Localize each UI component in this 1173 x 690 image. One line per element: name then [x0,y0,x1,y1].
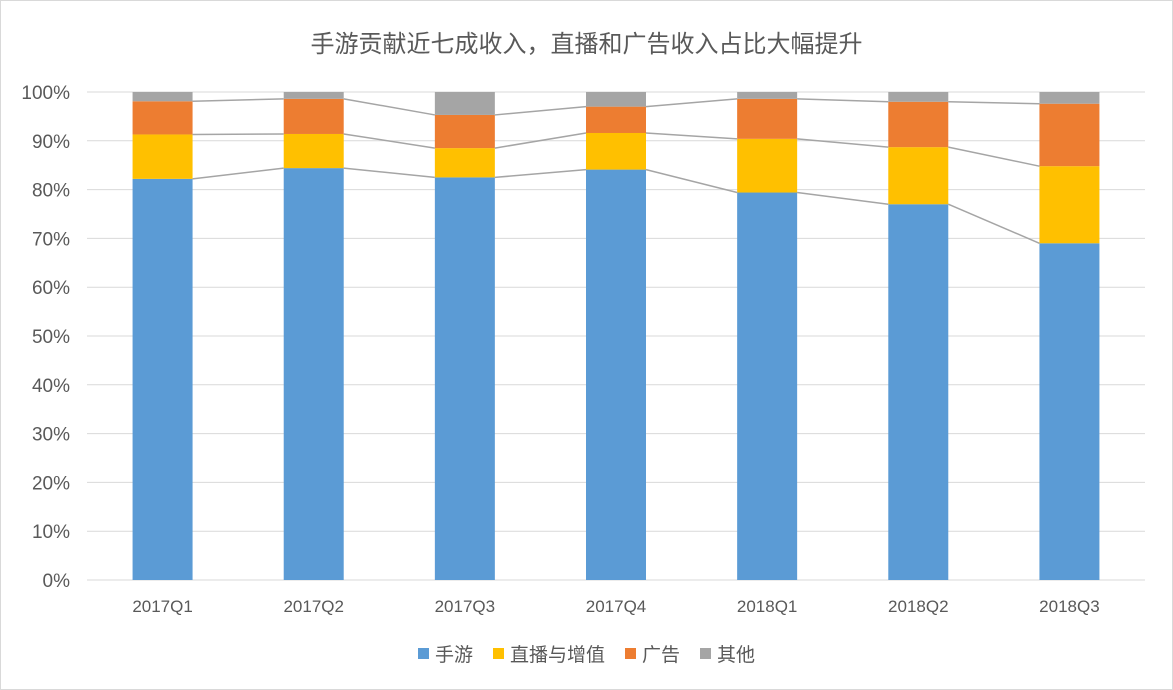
series-line [645,98,738,108]
legend-swatch [417,648,429,659]
x-tick-label: 2018Q2 [888,597,949,616]
bar-segment [283,98,344,134]
y-tick-label: 90% [32,132,70,153]
series-line [948,146,1040,167]
bar-segment [737,98,798,139]
series-line [645,168,738,194]
x-tick-label: 2017Q2 [283,597,344,616]
series-line [797,191,889,205]
chart-title: 手游贡献近七成收入，直播和广告收入占比大幅提升 [310,30,863,58]
series-line [343,98,435,116]
bar-segment [1039,243,1100,580]
bar-segment [434,92,495,115]
legend-item: 其他 [700,640,755,667]
y-tick-label: 70% [32,229,70,250]
y-tick-label: 50% [32,327,70,348]
series-line [797,138,889,148]
bar-segment [132,134,193,179]
legend-label: 直播与增值 [509,644,605,666]
series-line [192,167,284,180]
x-tick-label: 2017Q4 [586,597,647,616]
y-tick-label: 100% [21,83,70,104]
y-tick-label: 0% [43,571,71,592]
y-tick-label: 80% [32,181,70,202]
series-line [645,132,738,140]
series-line [797,98,889,103]
bar-segment [888,92,949,102]
y-tick-label: 60% [32,278,70,299]
legend-label: 广告 [642,644,681,666]
series-line [192,98,284,103]
legend-label: 其他 [717,644,756,666]
bar-segment [434,148,495,178]
legend-item: 手游 [417,640,473,667]
x-tick-label: 2018Q3 [1039,597,1100,616]
series-line [343,133,435,149]
legend-label: 手游 [434,644,473,666]
bar-segment [434,177,495,580]
x-tick-label: 2017Q3 [435,597,496,616]
bar-segment [737,92,798,99]
bar-segment [283,133,344,169]
bar-segment [737,138,798,193]
bar-segment [132,101,193,135]
bar-segment [586,132,646,170]
bar-segment [737,192,798,580]
series-line [947,203,1040,244]
series-line [494,105,587,116]
legend-item: 直播与增值 [492,640,605,667]
series-line [948,101,1040,105]
bar-segment [888,147,949,205]
series-line [343,167,435,179]
bar-segment [283,168,344,581]
bar-segment [132,92,193,102]
x-tick-label: 2017Q1 [132,597,193,616]
bar-segment [586,169,646,581]
x-tick-label: 2018Q1 [737,597,798,616]
bar-segment [586,92,646,107]
bar-segment [1039,166,1100,244]
y-tick-label: 10% [32,522,70,543]
bar-segment [888,204,949,581]
chart-legend: 手游 直播与增值 广告 其他 [0,640,1173,667]
y-tick-label: 40% [32,376,70,397]
series-line [494,132,587,149]
bar-segment [586,106,646,133]
bar-segment [283,92,344,99]
series-line [494,168,587,179]
bar-segment [434,114,495,149]
legend-swatch [492,648,504,659]
y-tick-label: 30% [32,425,70,446]
legend-swatch [625,648,636,659]
legend-swatch [700,648,712,659]
bar-segment [1039,103,1100,167]
bar-segment [132,178,193,580]
y-tick-label: 20% [32,473,70,494]
bar-segment [1039,92,1100,104]
legend-item: 广告 [625,640,680,667]
bar-segment [888,101,949,148]
